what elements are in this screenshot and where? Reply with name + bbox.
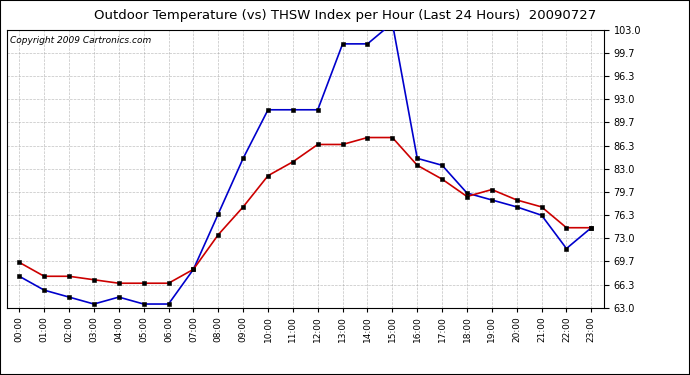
Text: Copyright 2009 Cartronics.com: Copyright 2009 Cartronics.com — [10, 36, 151, 45]
Text: Outdoor Temperature (vs) THSW Index per Hour (Last 24 Hours)  20090727: Outdoor Temperature (vs) THSW Index per … — [94, 9, 596, 22]
